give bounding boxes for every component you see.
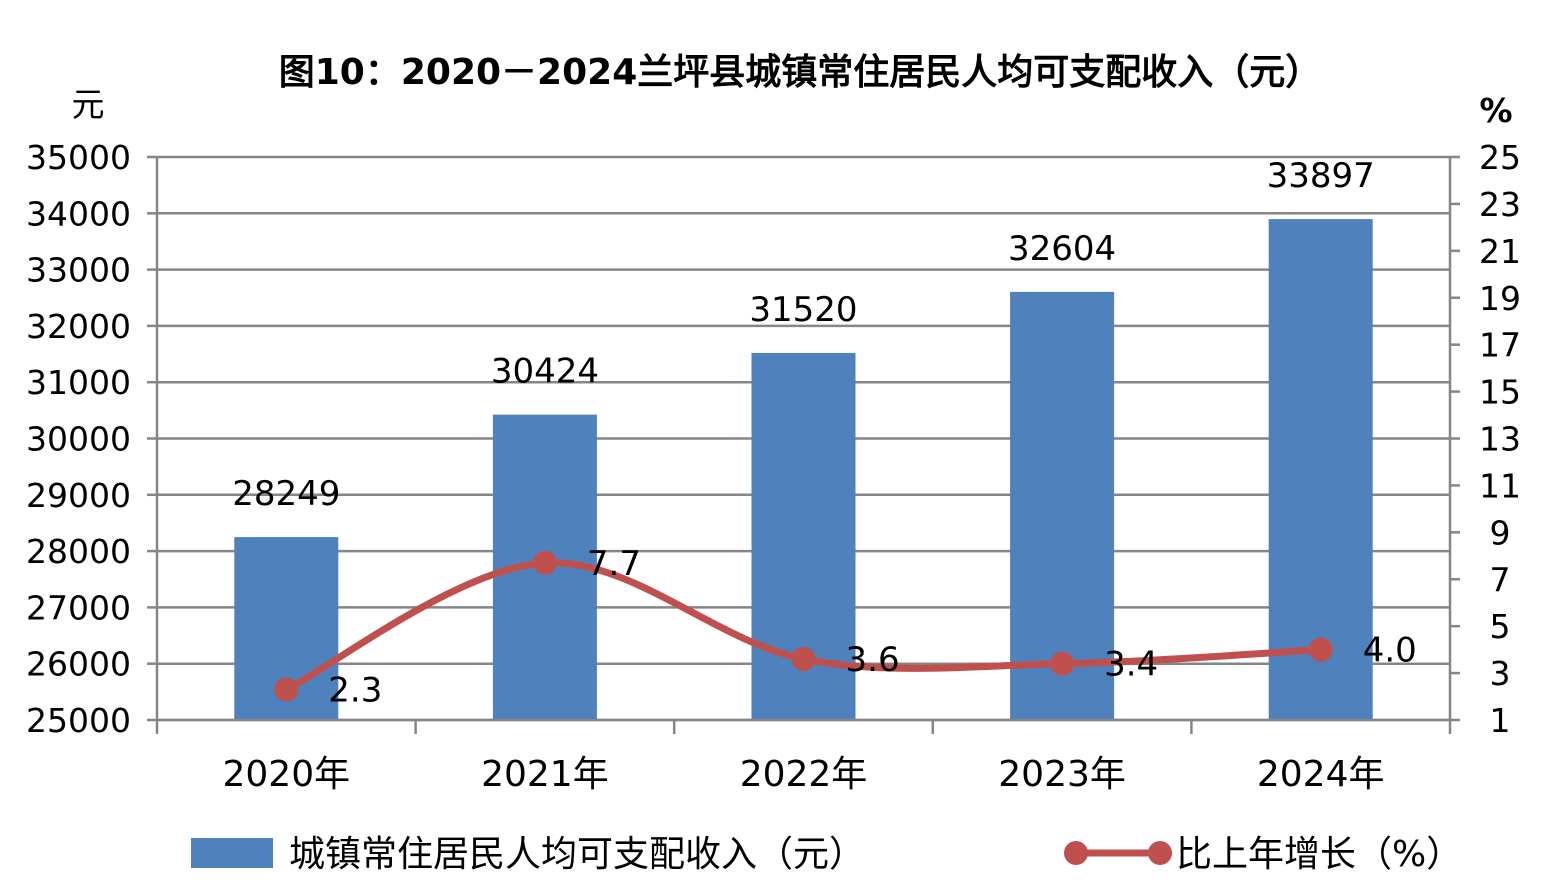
axes: 35000 34000 33000 32000 31000 30000 29000 28000… [26, 138, 1521, 795]
right-tick-label: 13 [1479, 420, 1521, 459]
left-tick-label: 30000 [26, 420, 131, 459]
right-tick-label: 9 [1490, 513, 1511, 552]
line-data-label: 3.6 [846, 640, 900, 680]
right-tick-label: 3 [1490, 654, 1511, 693]
right-tick-label: 1 [1490, 701, 1511, 740]
line-point [1308, 637, 1333, 662]
left-tick-label: 32000 [26, 307, 131, 346]
line-point [532, 550, 557, 575]
left-tick-label: 26000 [26, 645, 131, 684]
x-tick-label: 2022年 [740, 754, 868, 795]
right-tick-label: 11 [1479, 466, 1521, 505]
right-tick-label: 25 [1479, 138, 1521, 177]
left-tick-label: 28000 [26, 532, 131, 571]
right-axis-unit: % [1479, 91, 1512, 130]
line-data-label: 2.3 [328, 671, 382, 711]
legend: 城镇常住居民人均可支配收入（元） 比上年增长（%） [191, 834, 1462, 875]
right-tick-label: 7 [1490, 560, 1511, 599]
x-tick-label: 2024年 [1257, 754, 1385, 795]
legend-line-marker [1064, 841, 1088, 865]
right-tick-label: 15 [1479, 373, 1521, 412]
bar-data-label: 30424 [491, 352, 599, 392]
bar [1010, 291, 1115, 720]
left-tick-label: 31000 [26, 363, 131, 402]
left-axis-unit: 元 [72, 85, 105, 124]
x-tick-label: 2023年 [998, 754, 1126, 795]
left-tick-label: 29000 [26, 476, 131, 515]
line-series [274, 550, 1333, 702]
left-tick-label: 35000 [26, 138, 131, 177]
right-tick-label: 21 [1479, 232, 1521, 271]
right-tick-label: 5 [1490, 607, 1511, 646]
x-tick-label: 2020年 [222, 754, 350, 795]
x-tick-label: 2021年 [481, 754, 609, 795]
legend-bar-swatch [191, 838, 273, 868]
line-data-label: 7.7 [587, 544, 641, 584]
legend-bar-label: 城镇常住居民人均可支配收入（元） [289, 834, 865, 875]
legend-line-label: 比上年增长（%） [1176, 834, 1462, 875]
bar [1268, 219, 1373, 720]
line-point [791, 647, 816, 672]
right-tick-label: 17 [1479, 326, 1521, 365]
right-tick-label: 23 [1479, 185, 1521, 224]
bar-data-label: 33897 [1267, 156, 1375, 196]
left-tick-label: 33000 [26, 251, 131, 290]
bar-data-label: 31520 [749, 290, 857, 330]
bar-series [234, 219, 1373, 720]
line-data-label: 3.4 [1104, 645, 1158, 685]
legend-line-marker [1148, 841, 1172, 865]
line-data-label: 4.0 [1363, 631, 1417, 671]
line-point [274, 677, 299, 702]
bar-data-label: 32604 [1008, 229, 1116, 269]
left-tick-label: 27000 [26, 588, 131, 627]
left-tick-label: 25000 [26, 701, 131, 740]
left-tick-label: 34000 [26, 194, 131, 233]
chart-title: 图10：2020－2024兰坪县城镇常住居民人均可支配收入（元） [279, 52, 1322, 93]
data-labels: 28249 30424 31520 32604 33897 2.3 7.7 3.6 3.4 4.0 [232, 156, 1417, 710]
line-point [1050, 651, 1075, 676]
right-tick-label: 19 [1479, 279, 1521, 318]
bar-data-label: 28249 [232, 474, 340, 514]
